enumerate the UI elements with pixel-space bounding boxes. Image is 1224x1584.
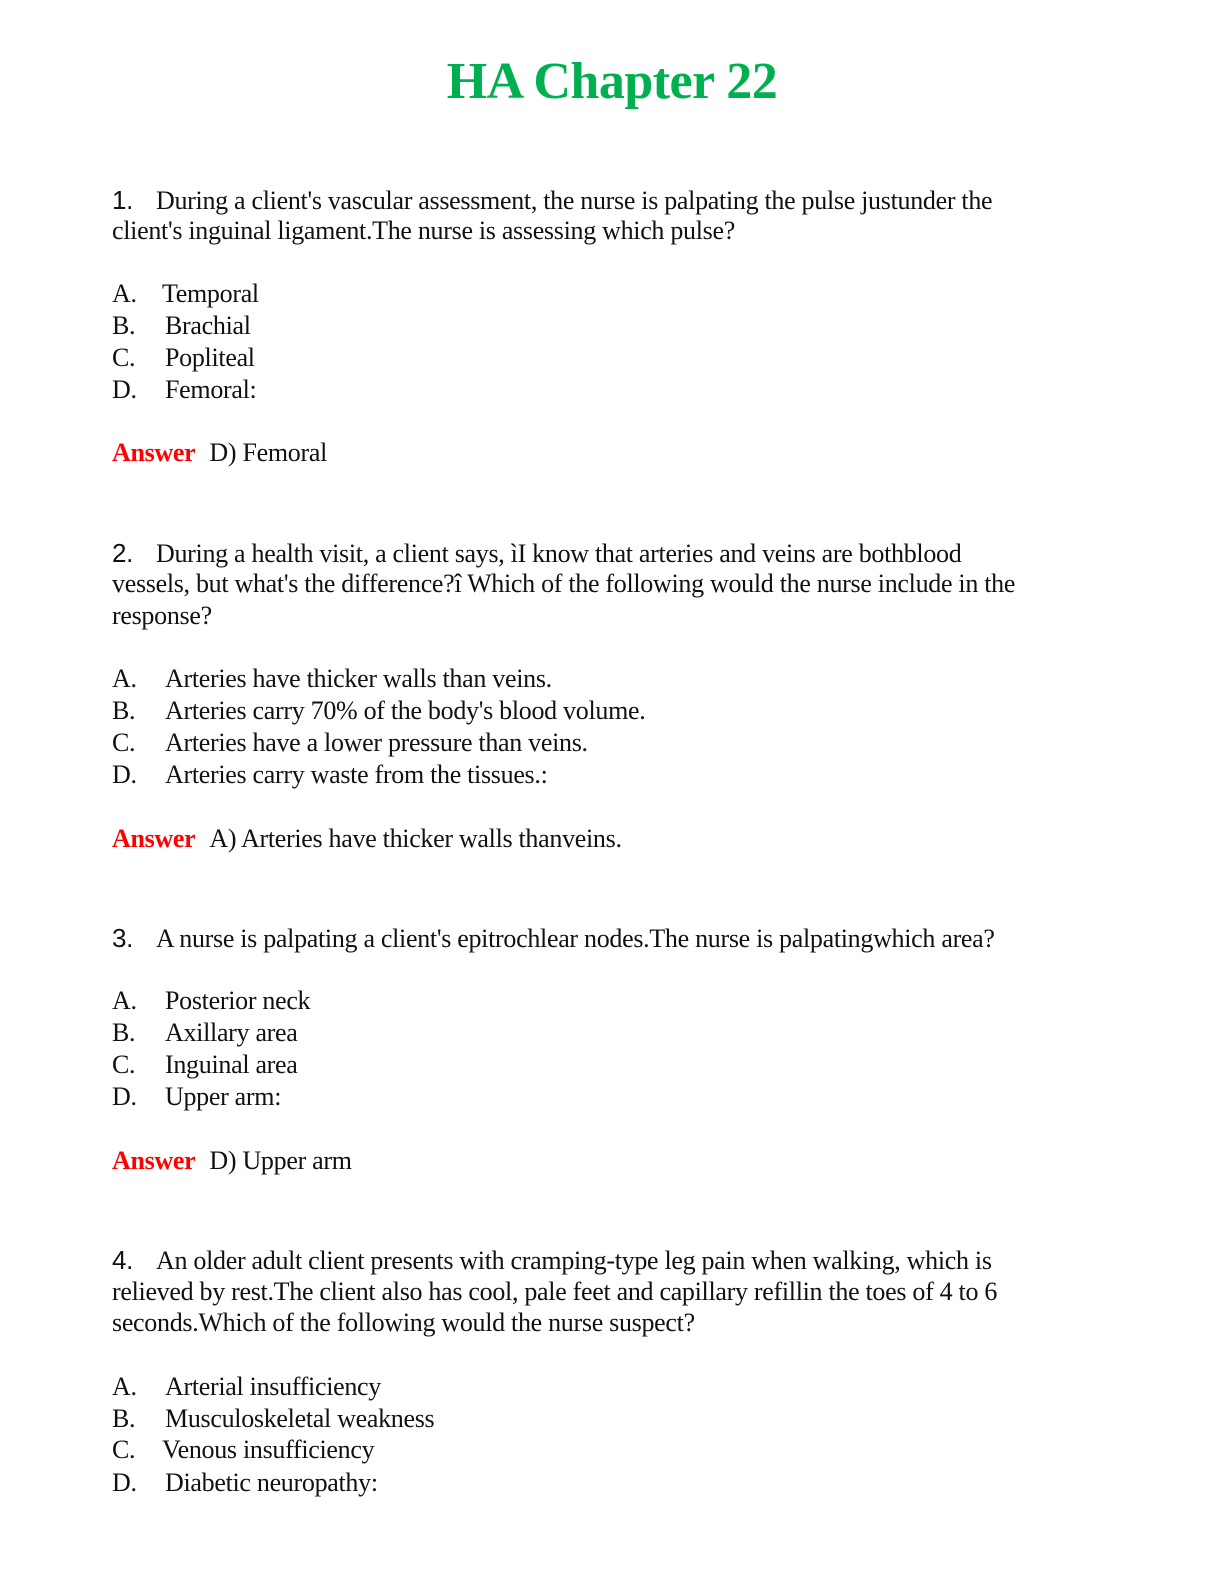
question-number: 4. — [112, 1245, 134, 1275]
option-a: A. Arteries have thicker walls than veins… — [112, 664, 552, 693]
answer-label: Answer — [112, 824, 196, 853]
answer: Answer D) Femoral — [112, 438, 328, 467]
answer: Answer A) Arteries have thicker walls tha… — [112, 824, 622, 853]
question-text-line: 3. A nurse is palpating a client's epitro… — [112, 923, 995, 953]
option-d: D. Arteries carry waste from the tissues.… — [112, 760, 548, 789]
question-text-line: 2. During a health visit, a client says, … — [112, 538, 962, 568]
question-number: 1. — [112, 185, 134, 215]
option-c: C. Popliteal — [112, 343, 255, 372]
question-text-line: seconds.Which of the following would the… — [112, 1308, 695, 1337]
option-b: B. Axillary area — [112, 1018, 298, 1047]
answer-label: Answer — [112, 438, 196, 467]
question-text-line: relieved by rest.The client also has coo… — [112, 1277, 998, 1306]
option-c: C. Arteries have a lower pressure than ve… — [112, 728, 588, 757]
page-title: HA Chapter 22 — [446, 53, 778, 110]
question-text-line: 1. During a client's vascular assessment,… — [112, 185, 993, 215]
option-a: A. Posterior neck — [112, 986, 311, 1015]
question-text-line: response? — [112, 601, 212, 630]
option-a: A. Temporal — [112, 279, 259, 308]
option-b: B. Brachial — [112, 311, 251, 340]
answer-label: Answer — [112, 1146, 196, 1175]
option-d: D. Femoral: — [112, 375, 257, 404]
question-text-line: 4. An older adult client presents with cr… — [112, 1245, 992, 1275]
question-number: 3. — [112, 923, 134, 953]
question-number: 2. — [112, 538, 134, 568]
answer: Answer D) Upper arm — [112, 1146, 352, 1175]
question-text-line: vessels, but what's the difference?î Whi… — [112, 569, 1016, 598]
option-b: B. Musculoskeletal weakness — [112, 1404, 435, 1433]
option-c: C. Inguinal area — [112, 1050, 298, 1079]
question-text-line: client's inguinal ligament.The nurse is … — [112, 216, 735, 245]
option-c: C. Venous insufficiency — [112, 1435, 375, 1464]
option-d: D. Upper arm: — [112, 1082, 282, 1111]
option-d: D. Diabetic neuropathy: — [112, 1468, 378, 1497]
option-a: A. Arterial insufficiency — [112, 1372, 381, 1401]
option-b: B. Arteries carry 70% of the body's blood… — [112, 696, 646, 725]
